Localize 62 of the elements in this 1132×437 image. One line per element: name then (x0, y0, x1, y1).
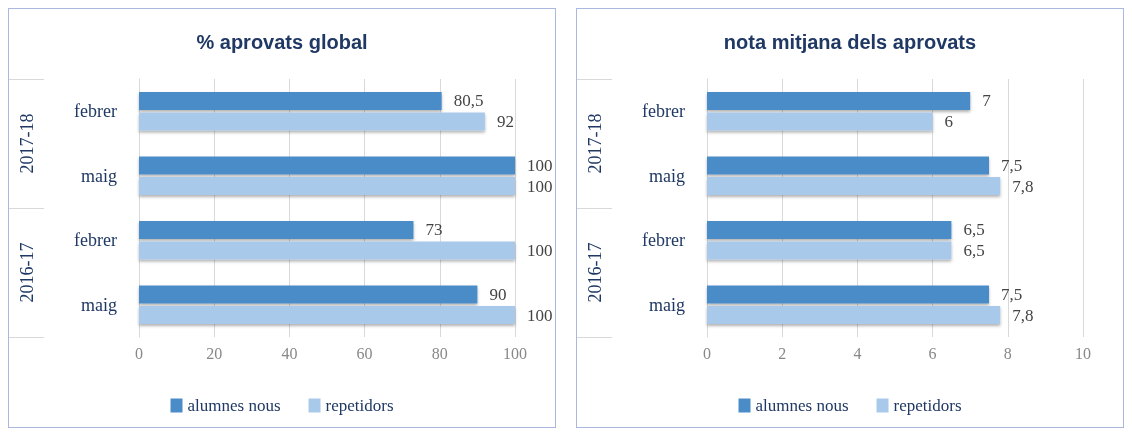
bar (707, 285, 989, 304)
data-label: 92 (496, 112, 514, 132)
bar (707, 306, 1001, 325)
data-label: 6,5 (963, 220, 985, 240)
x-tick-label: 100 (503, 344, 527, 362)
data-label: 7,5 (1001, 284, 1023, 304)
chart-title: % aprovats global (196, 31, 368, 53)
legend-label: alumnes nous (755, 396, 849, 415)
y-tick-label: maig (649, 294, 685, 315)
data-label: 100 (527, 305, 553, 325)
data-label: 7,5 (1001, 155, 1023, 175)
data-label: 100 (527, 176, 553, 196)
bar (707, 241, 952, 260)
bar (139, 112, 485, 131)
bar (707, 156, 989, 175)
x-tick-label: 6 (928, 344, 937, 362)
bar (707, 177, 1001, 196)
x-tick-label: 80 (431, 344, 448, 362)
bar (707, 91, 971, 110)
y-tick-label: febrer (74, 230, 117, 251)
legend-label: alumnes nous (187, 396, 281, 415)
data-label: 80,5 (453, 91, 484, 111)
text: 2016-17 (585, 242, 605, 303)
bar (139, 177, 515, 196)
x-tick-label: 10 (1075, 344, 1091, 362)
data-label: 6 (944, 112, 954, 132)
y-tick-label: maig (81, 165, 117, 186)
data-label: 7,8 (1012, 176, 1034, 196)
x-tick-label: 0 (703, 344, 711, 362)
data-label: 90 (489, 284, 507, 304)
x-tick-label: 8 (1003, 344, 1012, 362)
y-tick-label: febrer (74, 101, 117, 122)
bar (139, 241, 515, 260)
data-label: 100 (527, 155, 553, 175)
data-label: 6,5 (963, 241, 985, 261)
bar (139, 220, 414, 239)
bar (707, 220, 952, 239)
text: 2017-18 (17, 113, 37, 174)
text: 2016-17 (17, 242, 37, 303)
legend-label: repetidors (325, 396, 394, 415)
y-tick-label: maig (649, 165, 685, 186)
chart-title: nota mitjana dels aprovats (723, 31, 977, 53)
x-tick-label: 0 (135, 344, 143, 362)
bar (139, 91, 442, 110)
text: 2017-18 (585, 113, 605, 174)
x-tick-label: 2 (778, 344, 787, 362)
legend-label: repetidors (893, 396, 962, 415)
x-tick-label: 40 (281, 344, 298, 362)
x-tick-label: 20 (206, 344, 223, 362)
y-tick-label: febrer (642, 230, 685, 251)
bar (139, 156, 515, 175)
bar (139, 306, 515, 325)
x-tick-label: 4 (853, 344, 862, 362)
y-tick-label: febrer (642, 101, 685, 122)
data-label: 73 (425, 220, 443, 240)
y-tick-label: maig (81, 294, 117, 315)
data-label: 7,8 (1012, 305, 1034, 325)
data-label: 100 (527, 241, 553, 261)
bar (139, 285, 478, 304)
x-tick-label: 60 (356, 344, 373, 362)
data-label: 7 (982, 91, 992, 111)
bar (707, 112, 933, 131)
